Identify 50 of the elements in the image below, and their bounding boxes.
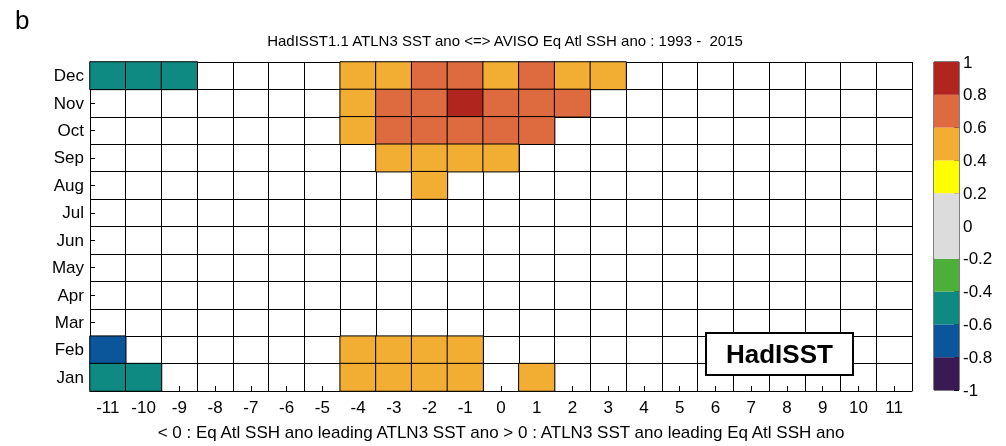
color-bar-label: -0.2 <box>963 249 993 269</box>
x-tick-label: -1 <box>457 398 473 417</box>
y-tick-label: Feb <box>54 340 84 360</box>
x-tick-label: 5 <box>674 398 685 417</box>
color-bar-label: -0.6 <box>963 314 993 334</box>
y-tick-label: Nov <box>53 93 85 113</box>
x-tick-label: -9 <box>171 398 187 417</box>
x-tick-label: 4 <box>639 398 649 417</box>
x-tick-label: 6 <box>710 398 721 417</box>
color-bar-label: -0.8 <box>963 347 993 367</box>
color-bar-label: 1 <box>963 52 973 72</box>
x-tick-label: -7 <box>243 398 259 417</box>
x-tick-label: 1 <box>532 398 542 417</box>
y-tick-label: Jul <box>62 203 84 223</box>
x-tick-label: -5 <box>314 398 330 417</box>
chart-title: HadISST1.1 ATLN3 SST ano <=> AVISO Eq Atl SSH ano : 1993 - 2015 <box>267 32 743 49</box>
y-tick-label: Jan <box>56 367 84 387</box>
x-tick-label: 7 <box>746 398 756 417</box>
x-tick-label: -8 <box>207 398 223 417</box>
y-tick-label: Jun <box>56 230 84 250</box>
y-tick-label: Dec <box>53 66 85 86</box>
text: b <box>15 5 30 35</box>
x-tick-label: 8 <box>782 398 792 417</box>
x-tick-label: -10 <box>131 398 156 417</box>
x-tick-label: -6 <box>279 398 295 417</box>
x-tick-label: 11 <box>885 398 903 417</box>
y-tick-label: May <box>51 258 85 278</box>
y-tick-label: Oct <box>57 121 85 141</box>
annotation: HadISST <box>726 339 834 369</box>
x-tick-label: 2 <box>567 398 578 417</box>
color-bar-label: -0.4 <box>963 282 993 302</box>
x-tick-label: 9 <box>817 398 828 417</box>
y-tick-label: Apr <box>57 285 85 305</box>
color-bar-label: -1 <box>963 380 979 400</box>
x-tick-label: -3 <box>386 398 402 417</box>
x-tick-label: -11 <box>96 398 120 417</box>
y-tick-label: Mar <box>54 312 85 332</box>
color-bar-label: 0 <box>963 216 973 236</box>
color-bar-label: 0.2 <box>963 183 987 203</box>
color-bar-label: 0.6 <box>963 118 987 138</box>
x-tick-label: -2 <box>421 398 438 417</box>
x-tick-label: 3 <box>603 398 613 417</box>
color-bar-label: 0.8 <box>963 85 987 105</box>
color-bar-label: 0.4 <box>963 150 987 170</box>
x-tick-label: -4 <box>350 398 366 417</box>
x-tick-label: 0 <box>496 398 506 417</box>
x-tick-label: 10 <box>848 398 868 417</box>
x-axis-title: < 0 : Eq Atl SSH ano leading ATLN3 SST ano > 0 : ATLN3 SST ano leading Eq Atl SSH ano <box>157 423 845 442</box>
y-tick-label: Sep <box>53 148 84 168</box>
y-tick-label: Aug <box>53 175 84 195</box>
